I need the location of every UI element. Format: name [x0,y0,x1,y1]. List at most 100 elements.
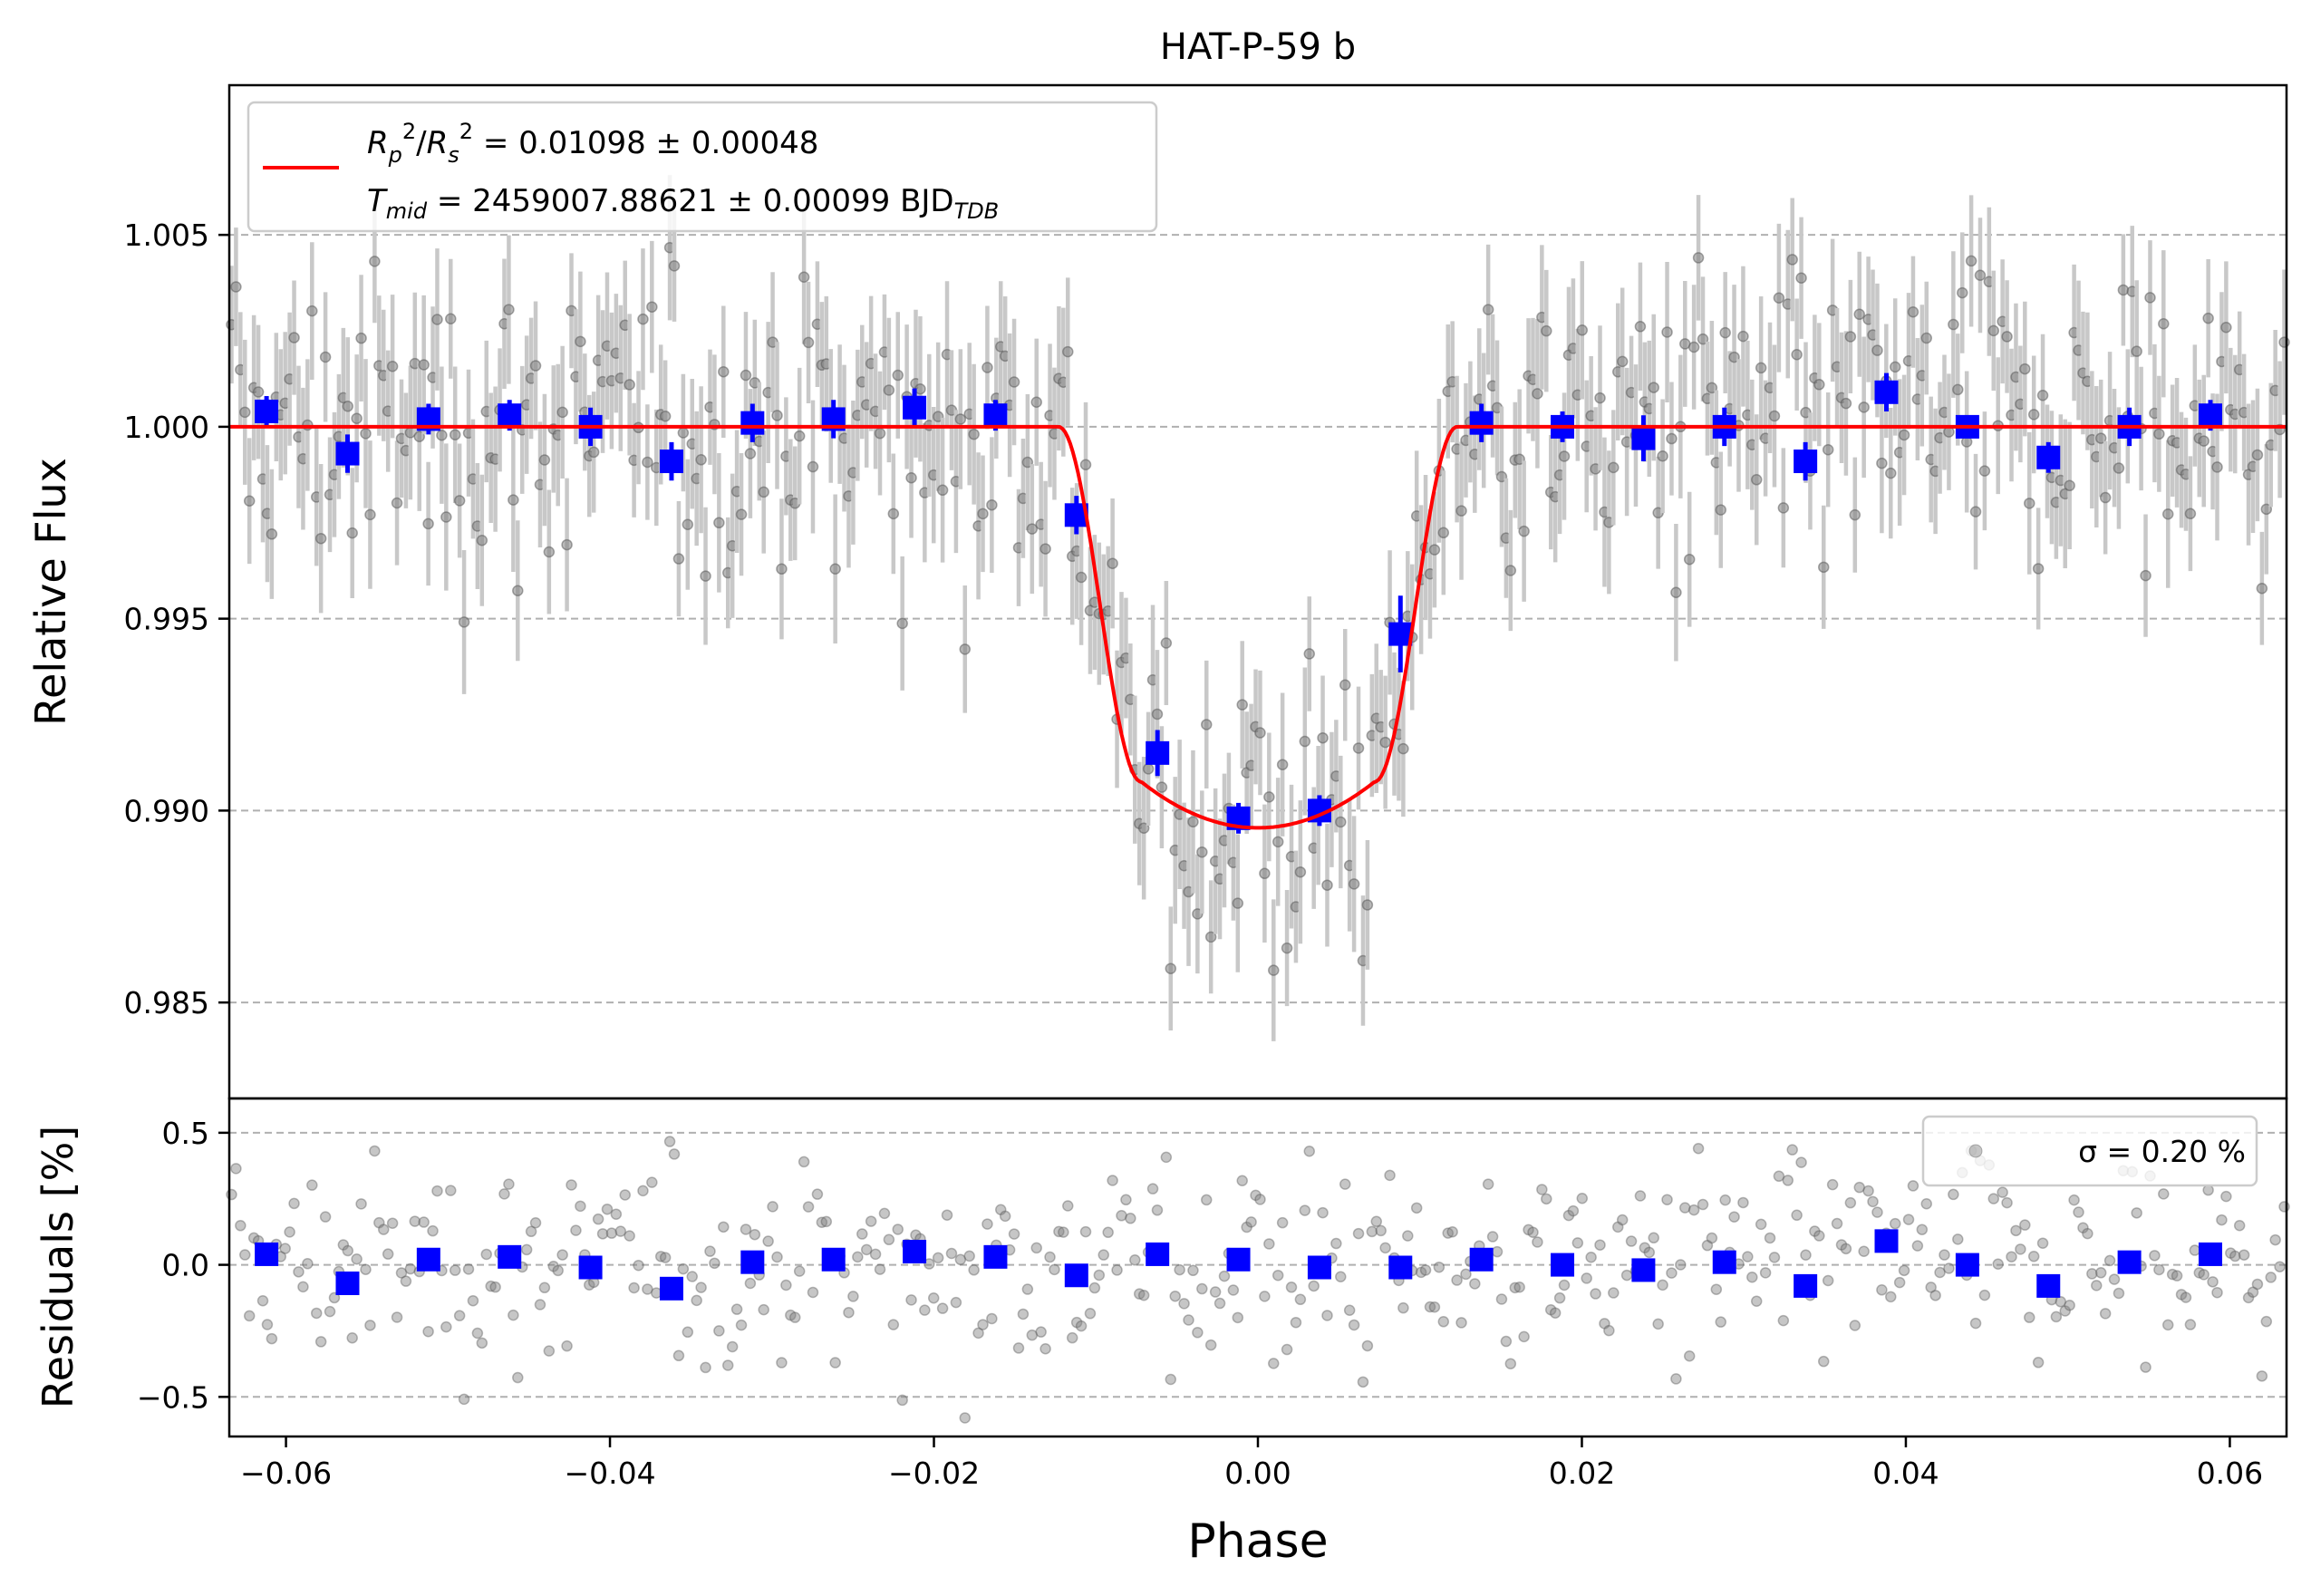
residual-point [2006,1251,2017,1262]
residual-point [2153,1263,2165,1276]
raw-data-points [226,175,2290,1041]
raw-point [1335,816,1347,828]
residual-point [682,1326,694,1339]
residual-point [293,1266,305,1278]
residual-point [476,1337,488,1349]
residual-point [2189,1244,2201,1256]
residual-point [896,1394,908,1407]
residual-point [1183,1314,1194,1326]
residual-point [646,1176,658,1188]
residual-point [364,1320,376,1331]
residual-point [485,1280,497,1292]
residual-point [798,1156,810,1168]
raw-point [1026,523,1039,535]
legend-depth-text: Rp2/Rs2 = 0.01098 ± 0.00048 [367,119,818,168]
residual-point [1437,1316,1450,1328]
residual-point [547,1261,560,1272]
binned-point [255,399,279,423]
raw-point [1987,324,2000,337]
residual-point [1590,1288,1601,1300]
residual-point [2091,1280,2103,1291]
residual-point [816,1216,828,1228]
residual-point [1992,1258,2004,1271]
top-ytick-label: 1.000 [124,410,209,445]
residual-point [1035,1326,1047,1338]
residual-point [977,1319,989,1330]
residual-point [1196,1282,1208,1295]
residual-point [342,1244,354,1257]
residual-point [1737,1196,1749,1209]
residual-point [1335,1271,1347,1282]
raw-point [1268,964,1280,976]
residual-point [1053,1225,1065,1238]
residual-point [1133,1288,1146,1300]
residual-point [704,1245,716,1257]
residual-point [883,1233,895,1246]
raw-point [986,498,998,511]
top-y-ticks: 0.985 0.990 0.995 1.000 1.005 [124,218,229,1020]
residual-point [552,1264,564,1277]
raw-point [2256,583,2268,595]
residual-point [1070,1316,1083,1329]
residual-point [1357,1376,1369,1388]
residual-point [892,1224,904,1235]
residual-point [226,1188,237,1201]
raw-point [529,360,542,372]
residual-point [1889,1217,1901,1230]
residual-point [1943,1262,1955,1274]
residual-point [1504,1358,1517,1369]
raw-point [892,369,904,382]
raw-point [2113,462,2125,474]
residual-point [512,1371,524,1384]
residual-point [2233,1219,2246,1232]
residual-point [1661,1194,1673,1205]
residual-point [346,1332,358,1344]
raw-point [1339,679,1351,692]
residual-point [256,1295,269,1307]
residual-point [520,1243,533,1256]
raw-point [1786,254,1798,266]
residual-point [235,1220,247,1232]
raw-point [1687,341,1700,353]
residual-point [981,1218,993,1230]
residual-point [1455,1317,1467,1329]
residual-point [1402,1230,1414,1242]
residual-point [1509,1282,1521,1294]
transit-model-curve [229,424,2287,830]
residual-point [995,1204,1007,1216]
residual-point [740,1224,752,1235]
raw-point [2140,569,2151,582]
residual-point [1746,1271,1758,1283]
residual-point [1862,1185,1874,1197]
residual-point [668,1148,681,1160]
residual-point [1952,1233,1964,1245]
raw-point [1259,867,1271,880]
residual-point [1791,1209,1803,1222]
residual-point [1039,1343,1051,1355]
residual-point [1107,1175,1118,1186]
residual-point [1102,1226,1114,1239]
residual-point [489,1281,501,1293]
raw-point [360,428,372,440]
residual-point [1987,1193,2000,1204]
residual-point [1536,1184,1548,1195]
binned-data-points [255,372,2222,834]
raw-point [1348,878,1360,890]
residual-point [1692,1143,1705,1155]
binned-residual [1064,1263,1088,1288]
raw-point [503,304,515,315]
raw-point [1876,457,1888,469]
residual-point [1893,1276,1906,1289]
raw-point [1397,742,1409,755]
residual-point [2180,1291,2192,1303]
residual-point [449,1264,461,1276]
raw-point [1768,410,1781,422]
residual-point [1518,1330,1530,1343]
residual-point [1165,1373,1177,1386]
raw-point [1594,392,1606,404]
raw-point [735,508,748,520]
residual-point [1491,1245,1504,1258]
residual-point [1030,1242,1042,1254]
